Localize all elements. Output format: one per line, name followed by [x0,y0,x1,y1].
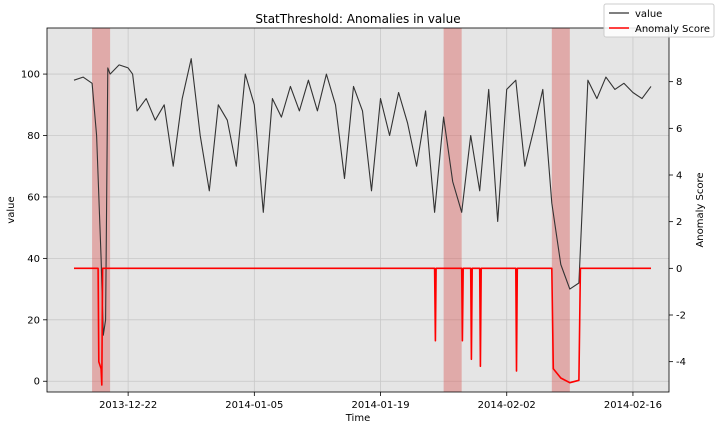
x-tick-label: 2014-02-16 [604,400,662,411]
x-axis-label: Time [345,413,370,424]
y-right-tick-label: 2 [676,217,682,228]
y-right-tick-label: 4 [676,171,682,182]
y-right-tick-label: -4 [676,357,686,368]
legend-label-value: value [635,9,662,20]
y-tick-label: 60 [27,192,40,203]
x-tick-label: 2014-02-02 [478,400,536,411]
y-tick-label: 100 [21,70,40,81]
anomaly-region [443,28,462,392]
x-tick-label: 2014-01-19 [351,400,409,411]
y-right-tick-label: 6 [676,124,682,135]
plot-background [47,28,669,392]
axes: 2013-12-22 2014-01-05 2014-01-19 2014-02-02… [21,70,686,411]
y-right-tick-label: 0 [676,264,682,275]
x-tick-label: 2013-12-22 [99,400,157,411]
chart-title: StatThreshold: Anomalies in value [255,12,460,26]
x-tick-label: 2014-01-05 [225,400,283,411]
y-right-tick-label: 8 [676,77,682,88]
legend: value Anomaly Score [603,3,715,38]
y-tick-label: 80 [27,131,40,142]
grid [47,28,669,392]
y-tick-label: 40 [27,254,40,265]
plot-frame [46,27,670,393]
series-line-value [73,58,652,336]
legend-box [603,3,715,38]
y-axis-right-label: Anomaly Score [695,172,706,247]
legend-label-anomaly-score: Anomaly Score [635,24,710,35]
anomaly-region [551,28,570,392]
y-tick-label: 20 [27,315,40,326]
y-right-tick-label: -2 [676,311,686,322]
y-tick-label: 0 [34,377,40,388]
series [73,58,652,386]
series-line-anomaly-score [74,267,651,386]
y-axis-label: value [6,196,17,223]
